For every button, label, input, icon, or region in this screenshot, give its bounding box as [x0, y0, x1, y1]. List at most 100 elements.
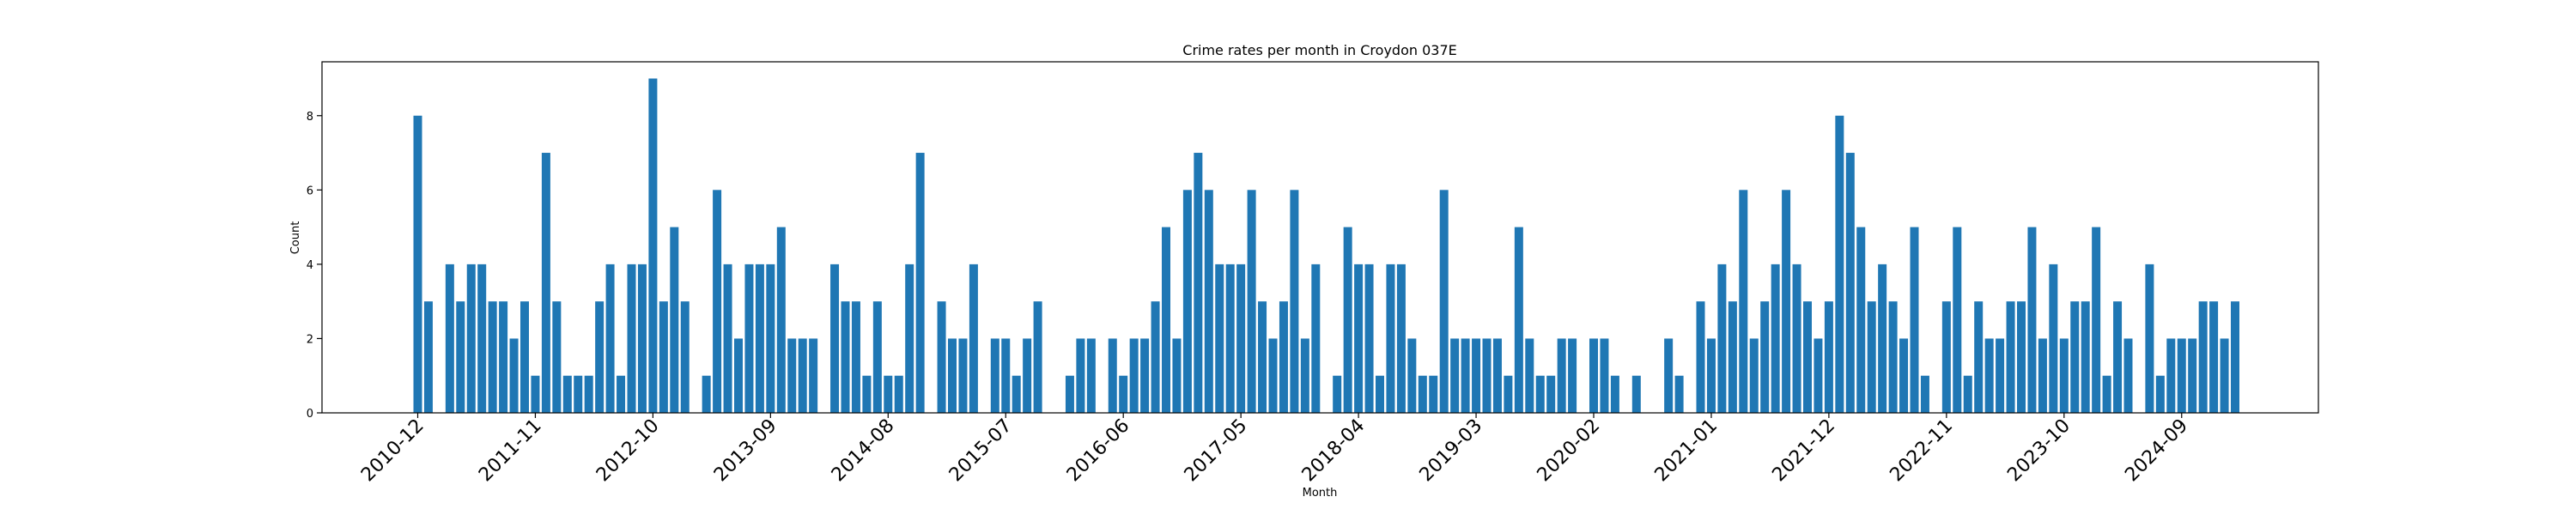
bar [659, 301, 668, 413]
bar [1364, 264, 1374, 413]
bar [627, 264, 636, 413]
bar [488, 301, 497, 413]
bar [2070, 301, 2080, 413]
bar [1182, 190, 1192, 413]
bar [1290, 190, 1299, 413]
bar [2209, 301, 2219, 413]
bar [734, 338, 743, 413]
bar [1225, 264, 1235, 413]
bar [1771, 264, 1780, 413]
y-tick-label: 0 [307, 408, 313, 421]
x-tick-label: 2023-10 [2003, 415, 2075, 487]
bar [1258, 301, 1267, 413]
bar [948, 338, 957, 413]
bar [1749, 338, 1759, 413]
bar [584, 375, 593, 413]
x-tick-label: 2012-10 [592, 415, 664, 487]
bar [1878, 264, 1887, 413]
bar [1461, 338, 1470, 413]
bar [1835, 115, 1844, 413]
bar [1920, 375, 1929, 413]
bar [1482, 338, 1492, 413]
bar [1354, 264, 1364, 413]
bar [894, 375, 903, 413]
bar [552, 301, 562, 413]
bar [1568, 338, 1577, 413]
bar [723, 264, 732, 413]
bar [830, 264, 840, 413]
bar [1065, 375, 1074, 413]
bar [1984, 338, 1994, 413]
bar [2081, 301, 2090, 413]
bar [1140, 338, 1150, 413]
bar [605, 264, 615, 413]
bar [958, 338, 968, 413]
bar [1631, 375, 1641, 413]
bar [423, 301, 433, 413]
bar [2006, 301, 2015, 413]
x-tick-label: 2022-11 [1886, 415, 1957, 487]
bar [1674, 375, 1684, 413]
bars-layer [413, 78, 2239, 414]
bar [1910, 227, 1919, 413]
x-tick-label: 2020-02 [1534, 415, 1605, 487]
bar [915, 153, 925, 414]
bar [1194, 153, 1203, 414]
bar [1033, 301, 1042, 413]
bar [1172, 338, 1182, 413]
bar [2123, 338, 2133, 413]
bar [574, 375, 583, 413]
bar [1824, 301, 1833, 413]
bar [1941, 301, 1951, 413]
x-tick-label: 2013-09 [710, 415, 781, 487]
bar [776, 227, 786, 413]
bar [1012, 375, 1021, 413]
bar [2049, 264, 2058, 413]
bar [1600, 338, 1609, 413]
bar [456, 301, 465, 413]
bar [1343, 227, 1352, 413]
bar [466, 264, 476, 413]
bar [990, 338, 999, 413]
bar [1696, 301, 1705, 413]
bar [1803, 301, 1812, 413]
bar [2113, 301, 2123, 413]
bar [477, 264, 487, 413]
bar [1888, 301, 1898, 413]
bar [1151, 301, 1160, 413]
bar [905, 264, 914, 413]
bar [1899, 338, 1909, 413]
bar [2145, 264, 2154, 413]
bar [2198, 301, 2208, 413]
bar [2092, 227, 2101, 413]
bar [1108, 338, 1117, 413]
bar [1856, 227, 1866, 413]
bar [2155, 375, 2165, 413]
bar [1717, 264, 1727, 413]
chart-title: Crime rates per month in Croydon 037E [1182, 42, 1456, 58]
bar [1023, 338, 1032, 413]
bar [1429, 375, 1438, 413]
bar [1589, 338, 1598, 413]
bar [1407, 338, 1417, 413]
bar [1814, 338, 1823, 413]
x-tick-label: 2014-08 [828, 415, 899, 487]
bar [1514, 227, 1523, 413]
bar [1215, 264, 1224, 413]
bar [1376, 375, 1384, 413]
bar [509, 338, 519, 413]
bar [702, 375, 711, 413]
bar [1963, 375, 1972, 413]
bar [1162, 227, 1170, 413]
bar [413, 115, 422, 413]
y-axis-label: Count [289, 221, 302, 255]
bar [595, 301, 605, 413]
bar [2027, 227, 2037, 413]
y-tick-label: 2 [307, 333, 313, 346]
x-tick-label: 2021-01 [1651, 415, 1722, 487]
bar [562, 375, 572, 413]
bar [744, 264, 754, 413]
bar [884, 375, 893, 413]
bar [851, 301, 860, 413]
